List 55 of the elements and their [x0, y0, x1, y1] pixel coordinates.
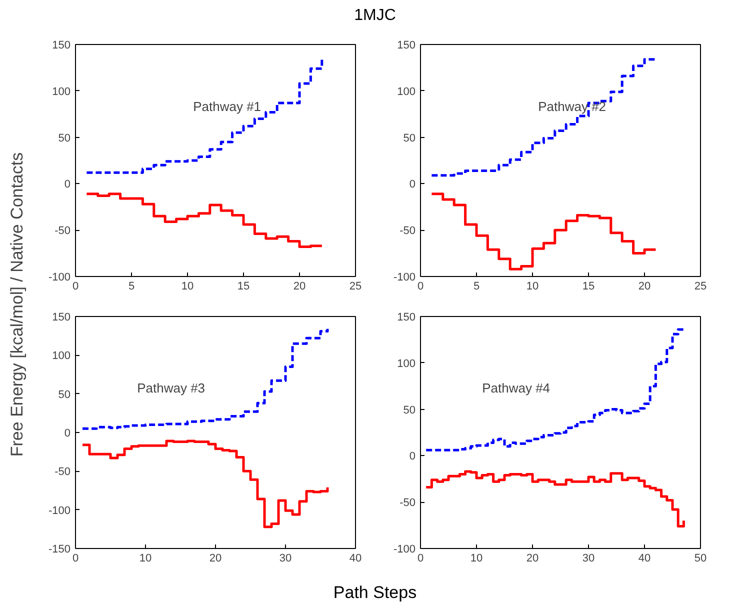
y-tick-label: -150 [48, 544, 71, 556]
x-tick-label: 10 [181, 280, 194, 292]
x-tick-label: 20 [293, 280, 306, 292]
x-tick-label: 0 [72, 280, 79, 292]
x-tick-label: 20 [209, 552, 222, 564]
chart-title: 1MJC [354, 6, 396, 26]
y-tick-label: -50 [400, 497, 416, 510]
y-tick-label: 100 [52, 86, 71, 98]
x-tick-label: 40 [349, 552, 362, 564]
y-tick-label: 150 [52, 40, 71, 52]
y-tick-label: 100 [52, 350, 71, 362]
annotation: Pathway #1 [193, 99, 262, 114]
y-tick-label: 100 [397, 358, 416, 370]
x-tick-label: 10 [139, 552, 152, 564]
y-tick-label: -100 [393, 272, 416, 284]
x-tick-label: 25 [349, 280, 362, 292]
x-axis-title: Path Steps [333, 582, 417, 604]
y-tick-label: 50 [58, 132, 71, 144]
x-tick-label: 15 [582, 280, 595, 292]
x-tick-label: 0 [417, 280, 424, 292]
x-tick-label: 50 [694, 552, 707, 564]
x-tick-label: 20 [526, 552, 539, 564]
annotation: Pathway #4 [482, 380, 550, 396]
y-axis-title: Free Energy [kcal/mol] / Native Contacts [8, 152, 26, 457]
y-tick-label: 150 [397, 40, 416, 52]
y-tick-label: -50 [54, 225, 71, 238]
y-tick-label: 0 [64, 428, 71, 440]
y-tick-label: 0 [409, 178, 416, 191]
y-tick-label: -50 [400, 225, 416, 238]
y-tick-label: 0 [409, 450, 416, 463]
x-tick-label: 0 [72, 552, 79, 564]
x-tick-label: 5 [128, 280, 135, 292]
x-tick-label: 20 [638, 280, 651, 292]
y-tick-label: 100 [397, 86, 416, 98]
y-tick-label: -100 [48, 504, 71, 517]
x-tick-label: 15 [237, 280, 250, 292]
x-tick-label: 10 [526, 280, 539, 292]
x-tick-label: 10 [470, 552, 483, 564]
x-tick-label: 30 [582, 552, 595, 564]
x-tick-label: 0 [417, 552, 424, 564]
y-tick-label: 50 [403, 404, 416, 416]
y-tick-label: -100 [393, 544, 416, 556]
annotation: Pathway #2 [538, 99, 606, 114]
annotation: Pathway #3 [137, 380, 206, 396]
y-tick-label: -50 [54, 466, 71, 478]
y-tick-label: 50 [403, 132, 416, 144]
y-tick-label: 150 [52, 312, 71, 324]
x-tick-label: 30 [279, 552, 292, 564]
y-tick-label: 50 [58, 388, 71, 401]
x-tick-label: 25 [694, 280, 707, 292]
x-tick-label: 5 [473, 280, 480, 292]
y-tick-label: 0 [64, 178, 71, 191]
y-tick-label: 150 [397, 312, 416, 324]
x-tick-label: 40 [638, 552, 651, 564]
y-tick-label: -100 [48, 272, 71, 284]
